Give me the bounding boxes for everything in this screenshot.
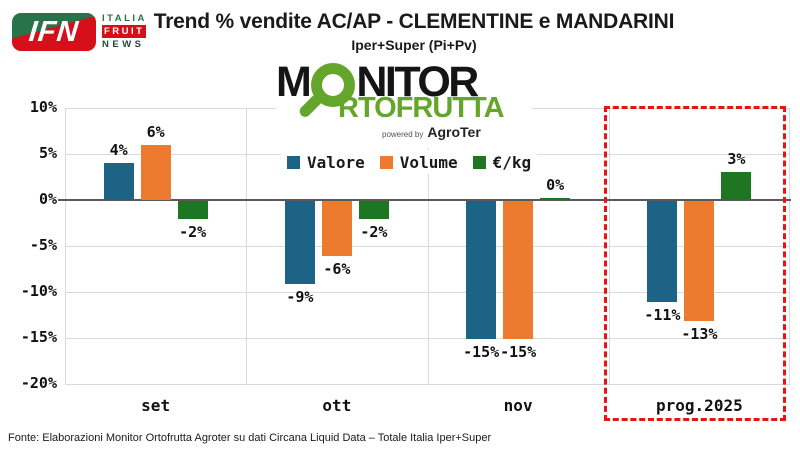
bar-value-label: -15% bbox=[500, 343, 537, 361]
page-subtitle: Iper+Super (Pi+Pv) bbox=[351, 37, 477, 53]
ifn-logo-text: IFN bbox=[27, 15, 81, 48]
legend-swatch-icon bbox=[379, 155, 393, 169]
y-axis-tick-label: -10% bbox=[20, 282, 57, 300]
y-axis-tick-label: 10% bbox=[29, 98, 57, 116]
gridline-vertical bbox=[609, 108, 610, 384]
bar-valore-nov bbox=[466, 201, 497, 339]
monitor-ortofrutta-logo: M NITOR RTOFRUTTA powered by AgroTer bbox=[276, 58, 532, 148]
x-axis-label-set: set bbox=[141, 396, 171, 415]
ifn-logo: IFN ITALIA FRUIT NEWS bbox=[10, 6, 147, 56]
bar-kg-prog.2025 bbox=[721, 172, 752, 200]
bar-value-label: -2% bbox=[360, 223, 388, 242]
bar-value-label: 4% bbox=[109, 141, 128, 160]
page-title: Trend % vendite AC/AP - CLEMENTINE e MAN… bbox=[153, 10, 675, 33]
bar-value-label: -11% bbox=[644, 306, 681, 325]
monitor-logo-text-start: M bbox=[276, 58, 312, 106]
bar-value-label: 0% bbox=[546, 176, 565, 194]
y-axis-tick-label: 0% bbox=[38, 190, 57, 208]
plot-border bbox=[789, 108, 790, 384]
gridline-horizontal bbox=[65, 292, 790, 293]
y-axis-tick-label: -20% bbox=[20, 374, 57, 392]
legend-label: Volume bbox=[399, 152, 458, 172]
bar-value-label: 3% bbox=[727, 150, 746, 169]
zero-axis-line bbox=[58, 199, 791, 201]
ifn-logo-italia: ITALIA bbox=[102, 13, 147, 24]
legend-swatch-icon bbox=[287, 155, 300, 169]
y-axis-tick-label: -5% bbox=[29, 236, 57, 254]
bar-volume-ott bbox=[321, 201, 352, 257]
bar-kg-set bbox=[177, 201, 208, 220]
bar-valore-prog.2025 bbox=[647, 201, 678, 303]
bar-value-label: 6% bbox=[146, 122, 165, 141]
bar-value-label: -6% bbox=[323, 260, 351, 279]
ifn-logo-news: NEWS bbox=[102, 39, 145, 50]
bar-kg-nov bbox=[540, 198, 571, 200]
plot-border bbox=[65, 108, 66, 384]
legend-swatch-icon bbox=[472, 155, 486, 169]
gridline-horizontal bbox=[65, 338, 790, 339]
gridline-vertical bbox=[246, 108, 247, 384]
x-axis-label-prog2025: prog.2025 bbox=[656, 396, 743, 415]
bar-valore-set bbox=[103, 163, 134, 200]
gridline-horizontal bbox=[65, 384, 790, 385]
gridline-horizontal bbox=[65, 246, 790, 247]
gridline-vertical bbox=[428, 108, 429, 384]
bar-valore-ott bbox=[284, 201, 315, 284]
magnifier-icon bbox=[297, 63, 356, 120]
bar-kg-ott bbox=[358, 201, 389, 220]
ortofrutta-logo-text: RTOFRUTTA bbox=[338, 92, 505, 124]
legend-item-volume: Volume bbox=[379, 152, 458, 172]
agroter-brand: AgroTer bbox=[427, 124, 481, 140]
bar-volume-prog.2025 bbox=[684, 201, 715, 321]
bar-value-label: -9% bbox=[286, 287, 314, 306]
legend-item-kg: €/kg bbox=[472, 152, 532, 172]
bar-volume-set bbox=[140, 144, 171, 200]
legend-label: €/kg bbox=[492, 152, 532, 172]
x-axis-label-nov: nov bbox=[503, 396, 533, 415]
legend-item-valore: Valore bbox=[287, 153, 365, 172]
y-axis-tick-label: 5% bbox=[38, 144, 57, 162]
bar-value-label: -15% bbox=[463, 343, 500, 361]
powered-by-label: powered by bbox=[382, 130, 424, 139]
bar-value-label: -2% bbox=[179, 223, 207, 242]
x-axis-label-ott: ott bbox=[322, 396, 352, 415]
source-note: Fonte: Elaborazioni Monitor Ortofrutta A… bbox=[8, 432, 492, 444]
chart-legend: Valore Volume €/kg bbox=[281, 150, 538, 174]
ifn-logo-fruit: FRUIT bbox=[102, 25, 147, 38]
bar-value-label: -13% bbox=[681, 324, 718, 343]
y-axis-tick-label: -15% bbox=[20, 328, 57, 346]
ifn-logo-mark: IFN bbox=[12, 13, 96, 51]
legend-label: Valore bbox=[307, 152, 365, 172]
monitor-logo-text-end: NITOR bbox=[356, 58, 479, 106]
bar-volume-nov bbox=[503, 201, 534, 339]
